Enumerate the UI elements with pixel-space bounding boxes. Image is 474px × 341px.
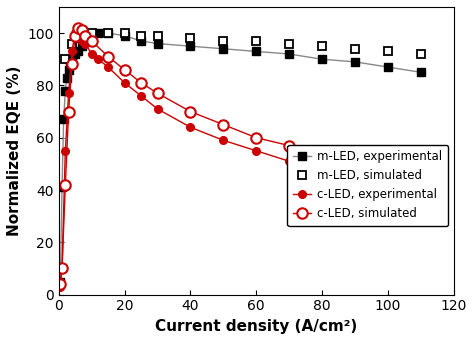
c-LED, experimental — [76, 34, 82, 38]
c-LED, experimental — [188, 125, 193, 129]
m-LED, experimental — [67, 62, 73, 66]
c-LED, simulated — [73, 34, 78, 38]
c-LED, experimental — [66, 91, 72, 95]
m-LED, simulated — [319, 44, 325, 48]
m-LED, experimental — [89, 34, 94, 38]
m-LED, simulated — [286, 42, 292, 46]
m-LED, simulated — [418, 52, 424, 56]
c-LED, simulated — [76, 26, 82, 30]
c-LED, simulated — [66, 109, 72, 114]
c-LED, simulated — [105, 55, 111, 59]
c-LED, simulated — [122, 68, 128, 72]
m-LED, experimental — [82, 39, 88, 43]
m-LED, experimental — [418, 70, 424, 74]
m-LED, simulated — [122, 31, 128, 35]
m-LED, experimental — [76, 49, 82, 54]
Legend: m-LED, experimental, m-LED, simulated, c-LED, experimental, c-LED, simulated: m-LED, experimental, m-LED, simulated, c… — [287, 145, 448, 226]
c-LED, experimental — [385, 167, 391, 171]
c-LED, experimental — [138, 94, 144, 98]
c-LED, simulated — [155, 91, 160, 95]
c-LED, simulated — [418, 159, 424, 163]
c-LED, experimental — [220, 138, 226, 143]
X-axis label: Current density (A/cm²): Current density (A/cm²) — [155, 319, 357, 334]
m-LED, experimental — [188, 44, 193, 48]
m-LED, simulated — [254, 39, 259, 43]
m-LED, experimental — [105, 31, 111, 35]
m-LED, simulated — [385, 49, 391, 54]
c-LED, simulated — [385, 157, 391, 161]
c-LED, experimental — [79, 39, 85, 43]
c-LED, simulated — [63, 183, 68, 187]
c-LED, experimental — [73, 31, 78, 35]
Y-axis label: Normalized EQE (%): Normalized EQE (%) — [7, 65, 22, 236]
c-LED, experimental — [352, 164, 358, 168]
m-LED, simulated — [155, 34, 160, 38]
c-LED, simulated — [138, 81, 144, 85]
c-LED, simulated — [188, 109, 193, 114]
m-LED, experimental — [64, 75, 70, 79]
c-LED, experimental — [57, 285, 63, 289]
m-LED, experimental — [385, 65, 391, 69]
c-LED, simulated — [69, 62, 75, 66]
c-LED, simulated — [79, 28, 85, 32]
m-LED, simulated — [69, 42, 75, 46]
m-LED, simulated — [220, 39, 226, 43]
m-LED, simulated — [76, 36, 82, 40]
c-LED, simulated — [352, 154, 358, 158]
c-LED, experimental — [155, 107, 160, 111]
c-LED, simulated — [82, 34, 88, 38]
c-LED, simulated — [59, 266, 65, 270]
m-LED, experimental — [73, 52, 78, 56]
c-LED, simulated — [89, 39, 94, 43]
m-LED, experimental — [95, 31, 101, 35]
Line: c-LED, experimental: c-LED, experimental — [56, 29, 425, 291]
c-LED, experimental — [286, 159, 292, 163]
m-LED, experimental — [61, 117, 66, 121]
m-LED, experimental — [254, 49, 259, 54]
Line: m-LED, experimental: m-LED, experimental — [56, 29, 425, 285]
m-LED, experimental — [69, 57, 75, 61]
m-LED, experimental — [220, 47, 226, 51]
c-LED, experimental — [59, 266, 65, 270]
m-LED, simulated — [63, 57, 68, 61]
m-LED, simulated — [352, 47, 358, 51]
c-LED, experimental — [63, 149, 68, 153]
c-LED, experimental — [105, 65, 111, 69]
m-LED, experimental — [122, 34, 128, 38]
m-LED, simulated — [89, 31, 94, 35]
c-LED, experimental — [69, 49, 75, 54]
m-LED, experimental — [319, 57, 325, 61]
c-LED, experimental — [319, 162, 325, 166]
m-LED, simulated — [105, 31, 111, 35]
c-LED, experimental — [122, 81, 128, 85]
m-LED, simulated — [138, 34, 144, 38]
c-LED, simulated — [254, 136, 259, 140]
c-LED, simulated — [220, 123, 226, 127]
m-LED, experimental — [59, 186, 65, 190]
m-LED, experimental — [63, 89, 68, 93]
c-LED, simulated — [57, 282, 63, 286]
c-LED, experimental — [82, 42, 88, 46]
c-LED, experimental — [254, 149, 259, 153]
m-LED, experimental — [352, 60, 358, 64]
m-LED, experimental — [155, 42, 160, 46]
m-LED, experimental — [57, 280, 63, 284]
m-LED, experimental — [286, 52, 292, 56]
c-LED, experimental — [95, 57, 101, 61]
c-LED, simulated — [286, 144, 292, 148]
m-LED, experimental — [79, 44, 85, 48]
m-LED, simulated — [188, 36, 193, 40]
Line: c-LED, simulated: c-LED, simulated — [55, 23, 426, 290]
c-LED, experimental — [89, 52, 94, 56]
m-LED, experimental — [66, 68, 72, 72]
c-LED, simulated — [319, 149, 325, 153]
c-LED, experimental — [418, 172, 424, 176]
m-LED, experimental — [138, 39, 144, 43]
m-LED, simulated — [82, 34, 88, 38]
Line: m-LED, simulated: m-LED, simulated — [61, 29, 425, 63]
